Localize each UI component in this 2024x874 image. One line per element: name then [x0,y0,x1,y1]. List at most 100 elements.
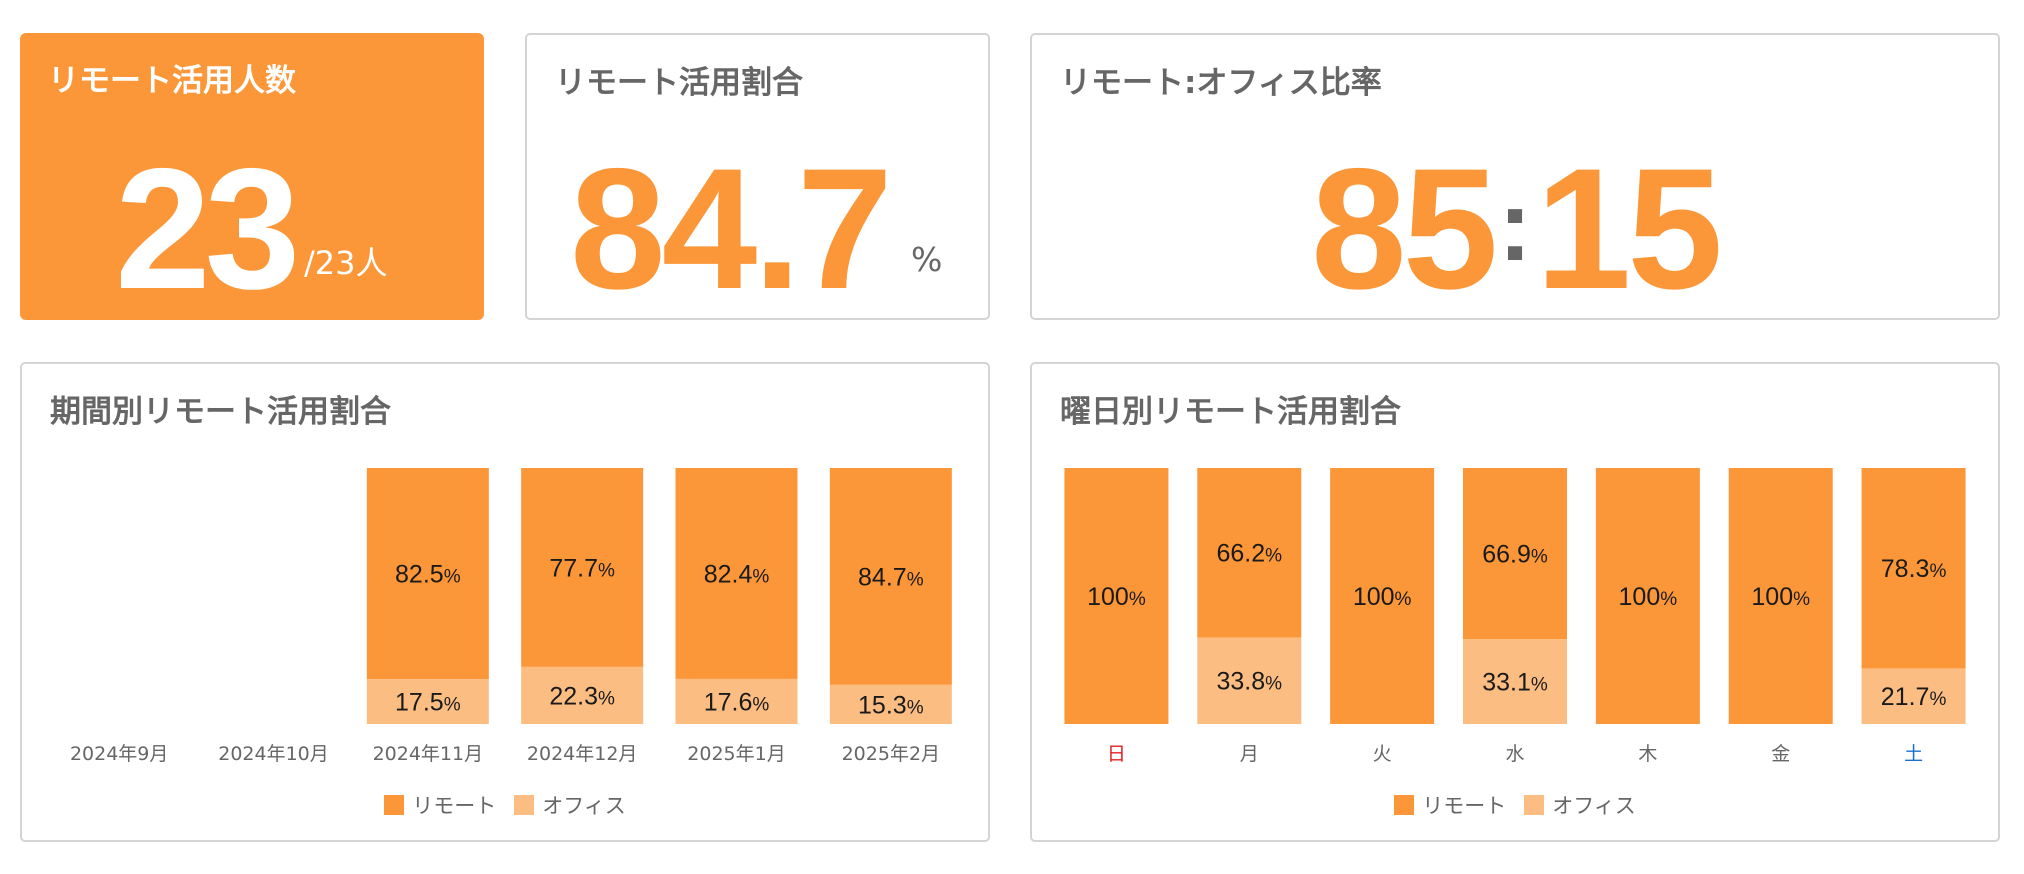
data-label-unit: % [444,567,461,588]
bar-office [1861,668,1966,724]
legend-item-remote[interactable]: リモート [1394,790,1506,820]
legend-item-remote[interactable]: リモート [384,790,496,820]
data-label-unit: % [1531,675,1548,696]
data-label-unit: % [444,695,461,716]
bar-office [521,666,644,724]
data-label-value: 82.5 [395,561,444,589]
data-label-unit: % [907,569,924,590]
x-tick-label: 土 [1904,743,1923,765]
data-label-office: 17.5% [395,689,461,717]
data-label-unit: % [1793,589,1810,610]
data-label-value: 100 [1751,583,1793,611]
data-label-value: 21.7 [1881,683,1930,711]
data-label-remote: 100% [1751,583,1810,611]
data-label-office: 17.6% [704,688,770,716]
data-label-remote: 100% [1619,583,1678,611]
weekday-chart: 100%日66.2%33.8%月100%火66.9%33.1%水100%木100… [1064,468,1966,765]
bar-office [366,679,489,724]
data-label-remote: 82.4% [704,560,770,588]
bar-remote [1861,468,1966,669]
remote-rate-card: リモート活用割合 84.7 % [525,33,990,320]
x-tick-label: 2025年1月 [687,743,785,765]
period-chart: 2024年9月 2024年10月82.5%17.5%2024年11月77.7%22… [70,468,952,765]
data-label-value: 15.3 [858,691,907,719]
ratio-office-value: 15 [1535,133,1723,325]
remote-office-ratio-card: リモート:オフィス比率 85:15 [1030,33,2000,320]
data-label-unit: % [1265,674,1282,695]
data-label-value: 33.1 [1482,669,1531,697]
legend-swatch-remote [384,795,405,815]
data-label-unit: % [1929,689,1946,710]
data-label-unit: % [1929,561,1946,582]
legend-swatch-office [1524,795,1545,815]
data-label-value: 100 [1353,583,1395,611]
bar-remote [829,468,952,685]
data-label-remote: 66.2% [1216,540,1282,568]
remote-people-title: リモート活用人数 [48,63,296,99]
data-label-unit: % [1660,589,1677,610]
bar-remote [1728,468,1833,724]
legend-item-office[interactable]: オフィス [514,790,626,820]
x-tick-label: 水 [1505,743,1524,765]
data-label-remote: 66.9% [1482,541,1548,569]
bar-office [829,684,952,724]
data-label-value: 100 [1619,583,1661,611]
data-label-remote: 77.7% [549,554,615,582]
data-label-remote: 82.5% [395,561,461,589]
bar-remote [1197,468,1302,638]
data-label-office: 21.7% [1881,683,1947,711]
data-label-value: 77.7 [549,554,598,582]
data-label-value: 66.2 [1216,540,1265,568]
bar-remote [521,468,644,667]
remote-people-total: /23人 [304,244,388,282]
data-label-office: 22.3% [549,682,615,710]
data-label-value: 82.4 [704,560,753,588]
data-label-remote: 78.3% [1881,555,1947,583]
x-tick-label: 2024年10月 [218,743,329,765]
legend-item-office[interactable]: オフィス [1524,790,1636,820]
period-chart-legend: リモート オフィス [22,790,988,820]
data-label-value: 22.3 [549,682,598,710]
x-tick-label: 2024年12月 [527,743,638,765]
data-label-unit: % [752,566,769,587]
x-tick-label: 2025年2月 [842,743,940,765]
remote-rate-value: 84.7 [570,133,893,325]
ratio-remote-value: 85 [1311,133,1498,325]
period-chart-card: 期間別リモート活用割合 2024年9月 2024年10月 82.5% 17.5% 202… [20,362,990,842]
data-label-unit: % [1129,589,1146,610]
data-label-unit: % [907,697,924,718]
data-label-value: 78.3 [1881,555,1930,583]
bar-office [675,678,798,724]
data-label-value: 33.8 [1216,668,1265,696]
bar-remote [1064,468,1169,724]
ratio-display: 85:15 [1032,143,1998,315]
x-tick-label: 火 [1373,743,1392,765]
data-label-unit: % [598,560,615,581]
legend-label-remote: リモート [1422,794,1507,818]
data-label-office: 33.8% [1216,668,1282,696]
data-label-office: 15.3% [858,691,924,719]
bar-remote [675,468,798,679]
remote-people-card: リモート活用人数 23 /23人 [20,33,484,320]
remote-rate-unit: % [911,240,943,279]
data-label-value: 17.5 [395,689,444,717]
bar-office [1197,637,1302,724]
x-tick-label: 2024年9月 [70,743,168,765]
data-label-unit: % [752,694,769,715]
bar-remote [1595,468,1700,724]
data-label-value: 84.7 [858,563,907,591]
legend-label-remote: リモート [412,794,497,818]
bar-remote [1463,468,1567,640]
x-tick-label: 金 [1771,743,1790,765]
data-label-value: 17.6 [704,688,753,716]
data-label-remote: 100% [1353,583,1412,611]
remote-rate-title: リモート活用割合 [555,65,803,101]
data-label-unit: % [1265,546,1282,567]
x-tick-label: 日 [1107,743,1126,765]
legend-swatch-remote [1394,795,1415,815]
bar-remote [366,468,489,680]
data-label-remote: 84.7% [858,563,924,591]
remote-office-ratio-title: リモート:オフィス比率 [1060,65,1382,101]
legend-swatch-office [514,795,535,815]
data-label-remote: 100% [1087,583,1146,611]
